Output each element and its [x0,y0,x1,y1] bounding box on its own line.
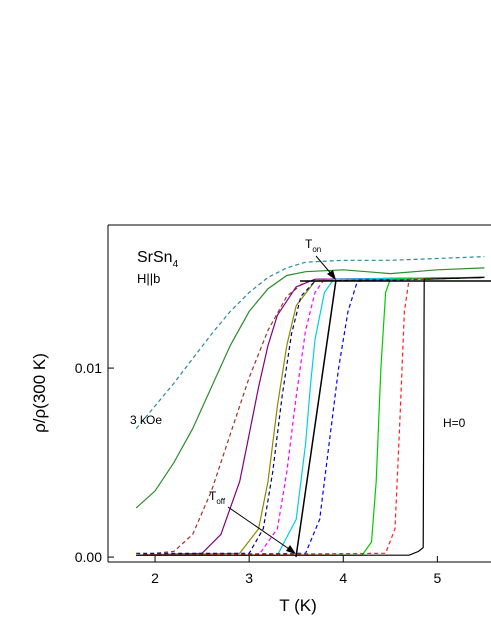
t-off: T [209,489,217,503]
y-tick-label: 0.01 [75,360,102,376]
data-line [136,276,485,556]
fit-line [295,279,337,558]
sample-subscript: 4 [173,259,179,270]
t-off-label: Toff [209,489,226,506]
annotation: 3 kOe [130,413,162,427]
x-tick-label: 5 [433,570,441,586]
y-tick-label: 0.00 [75,549,102,565]
sample: SrSn [137,249,173,266]
y-axis-title: ρ/ρ(300 K) [30,353,49,433]
x-tick-label: 3 [245,570,253,586]
t-on-subscript: on [312,245,321,254]
data-line [136,276,485,554]
data-line [135,267,485,509]
sample-label: SrSn4 [137,249,179,270]
t-on: T [305,237,313,251]
arrow-head [327,270,336,280]
data-line [136,276,485,556]
data-line [136,276,485,556]
data-line [136,276,485,556]
data-line [136,276,485,556]
t-off-subscript: off [216,497,226,506]
field-direction: H||b [137,271,160,286]
x-tick-label: 2 [151,570,159,586]
annotation: H=0 [443,416,466,430]
data-line [135,256,485,429]
data-line [136,276,485,556]
arrow-head [286,545,296,554]
arrow [227,506,293,552]
data-line [136,276,485,556]
data-line [136,276,485,556]
x-axis-title: T (K) [279,596,316,615]
data-line [136,276,485,556]
x-tick-label: 4 [339,570,347,586]
t-on-label: Ton [305,237,321,254]
plot-area [135,256,485,556]
